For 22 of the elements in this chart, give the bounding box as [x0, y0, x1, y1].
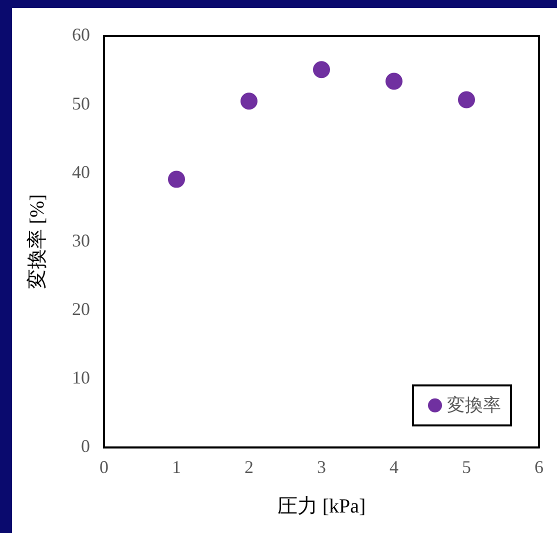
point — [313, 61, 330, 78]
y-tick-label: 50 — [72, 93, 90, 114]
point — [458, 91, 475, 108]
x-axis-title: 圧力 [kPa] — [277, 495, 366, 518]
y-axis-title: 変換率 [%] — [25, 194, 48, 290]
y-tick-label: 30 — [72, 230, 90, 250]
y-tick-label: 20 — [72, 299, 90, 319]
x-tick-label: 4 — [390, 456, 398, 477]
x-tick-label: 1 — [172, 456, 181, 477]
point — [240, 92, 258, 110]
x-tick-label: 2 — [244, 456, 254, 477]
x-tick-label: 5 — [462, 456, 471, 477]
x-tick-label: 6 — [534, 456, 544, 477]
y-tick-label: 0 — [81, 436, 90, 456]
point — [386, 72, 402, 90]
y-tick-label: 40 — [72, 162, 90, 182]
x-tick-label: 3 — [317, 456, 326, 477]
legend-label: 変換率 — [447, 395, 501, 416]
x-tick-label: 0 — [100, 456, 108, 477]
y-tick-label: 60 — [72, 24, 90, 45]
point — [168, 170, 185, 188]
y-tick-label: 10 — [72, 368, 90, 388]
